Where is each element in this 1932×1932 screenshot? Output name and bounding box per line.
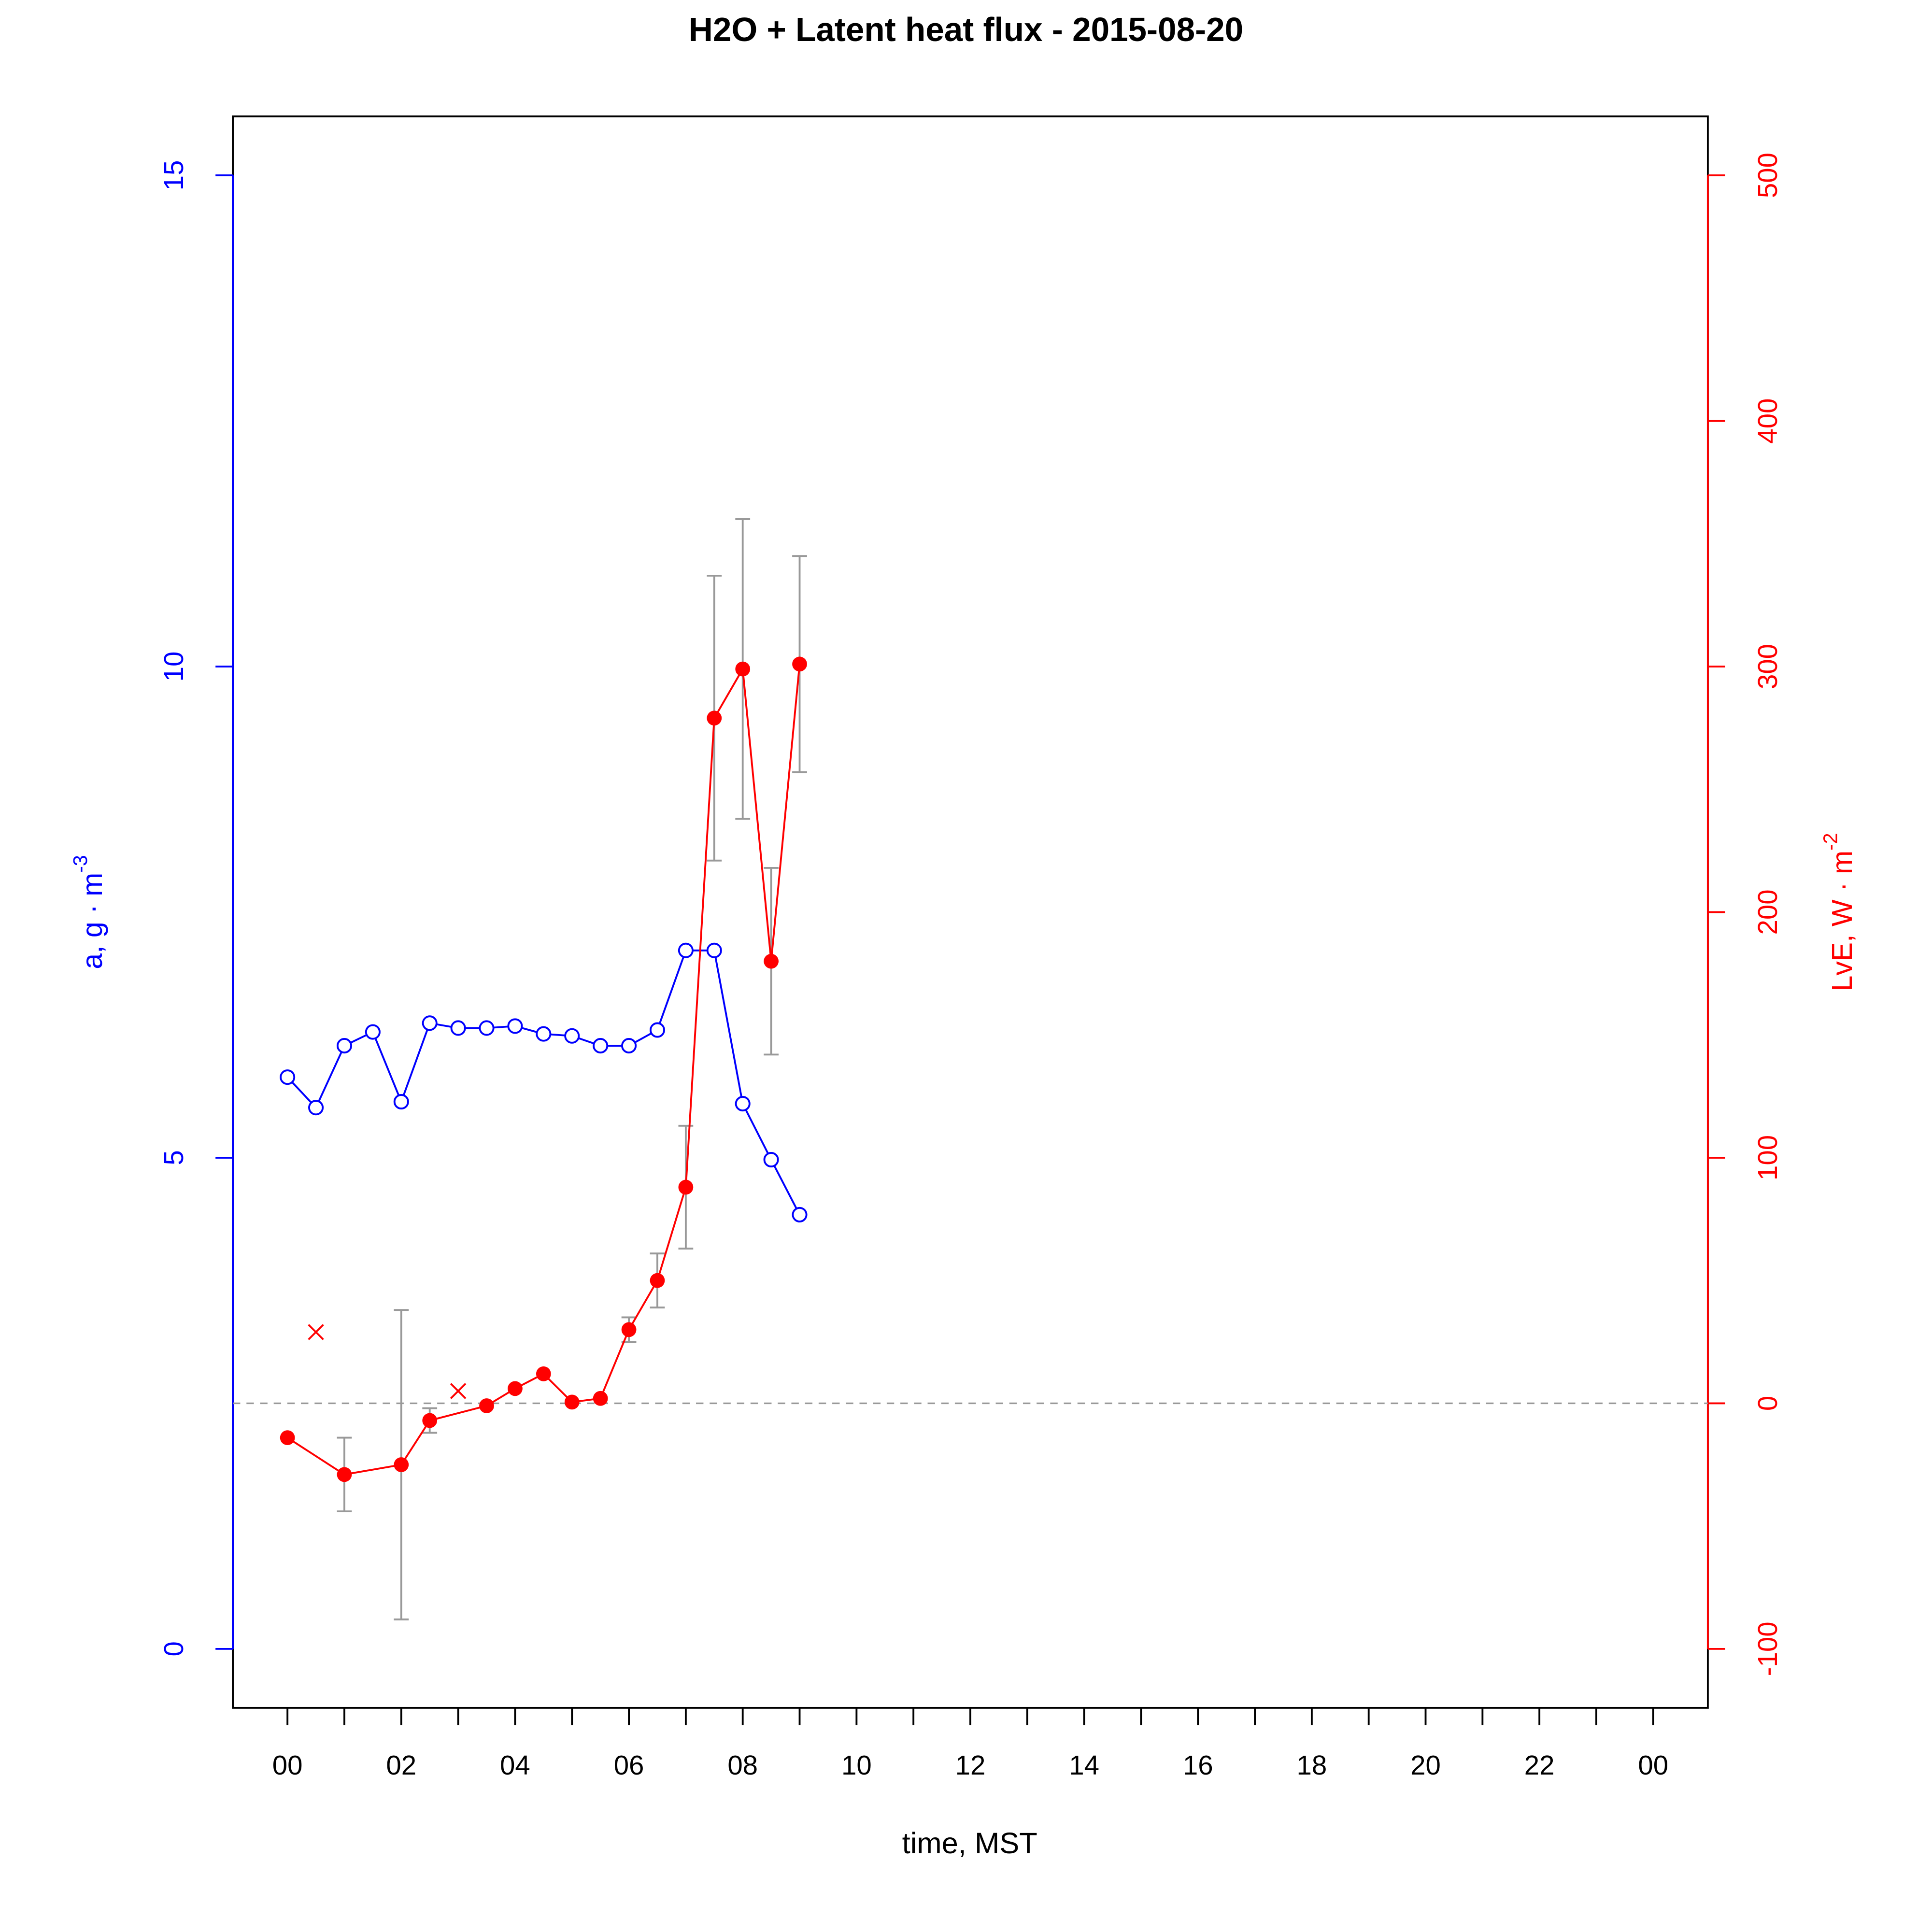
x-tick-label: 20 <box>1410 1750 1441 1780</box>
point-marker <box>564 1394 580 1410</box>
y2-axis-label-text: LvE, W · m <box>1827 851 1858 992</box>
point-marker <box>706 942 722 958</box>
point-marker <box>593 1038 609 1054</box>
point-marker <box>593 1391 608 1406</box>
x-axis-label: time, MST <box>902 1827 1037 1860</box>
x-tick-label: 16 <box>1183 1750 1213 1780</box>
y2-axis-label: LvE, W · m-2 <box>1819 833 1858 991</box>
series-line <box>286 949 801 1215</box>
point-marker <box>394 1457 409 1472</box>
series-line <box>287 664 801 1476</box>
y-tick-label: 15 <box>158 160 189 191</box>
point-marker <box>621 1038 637 1054</box>
chart-title: H2O + Latent heat flux - 2015-08-20 <box>689 11 1243 48</box>
point-marker <box>336 1038 353 1054</box>
x-tick-label: 00 <box>272 1750 303 1780</box>
y2-tick-label: -100 <box>1752 1621 1783 1676</box>
y-axis-label-sup: -3 <box>69 855 91 872</box>
point-marker <box>450 1020 466 1036</box>
point-marker <box>735 1096 751 1112</box>
point-marker <box>422 1015 438 1031</box>
x-tick-label: 02 <box>386 1750 416 1780</box>
point-marker <box>280 1430 295 1445</box>
point-marker <box>792 656 807 672</box>
y-axis-label-text: a, g · m <box>76 873 108 969</box>
y2-tick-label: 500 <box>1752 153 1783 198</box>
x-tick-label: 08 <box>727 1750 758 1780</box>
x-tick-label: 10 <box>841 1750 872 1780</box>
point-marker <box>649 1022 666 1038</box>
x-tick-label: 00 <box>1638 1750 1668 1780</box>
point-marker <box>393 1094 409 1110</box>
x-tick-label: 18 <box>1297 1750 1327 1780</box>
point-marker <box>422 1413 438 1428</box>
y-tick-label: 10 <box>158 652 189 682</box>
point-marker <box>763 1151 779 1168</box>
point-marker <box>564 1028 580 1044</box>
point-marker <box>792 1207 808 1222</box>
x-tick-label: 04 <box>500 1750 530 1780</box>
point-marker <box>707 710 722 726</box>
point-marker <box>508 1381 523 1396</box>
point-marker <box>678 1179 694 1195</box>
y2-tick-label: 0 <box>1752 1396 1783 1411</box>
y-axis-label: a, g · m-3 <box>69 855 108 969</box>
point-marker <box>650 1273 665 1288</box>
y-tick-label: 5 <box>158 1150 189 1165</box>
y2-tick-label: 300 <box>1752 644 1783 689</box>
point-marker <box>337 1467 352 1482</box>
plot-frame <box>232 115 1709 1709</box>
y2-tick-label: 400 <box>1752 398 1783 443</box>
point-marker <box>450 1383 467 1399</box>
point-marker <box>280 1069 296 1085</box>
point-marker <box>678 942 694 958</box>
x-tick-label: 12 <box>955 1750 986 1780</box>
point-marker <box>479 1398 494 1413</box>
point-marker <box>308 1324 324 1340</box>
x-tick-label: 22 <box>1524 1750 1555 1780</box>
y2-axis-label-sup: -2 <box>1819 833 1841 850</box>
point-marker <box>735 661 751 677</box>
x-tick-label: 06 <box>614 1750 644 1780</box>
point-marker <box>308 1100 324 1116</box>
point-marker <box>479 1020 495 1036</box>
x-tick-label: 14 <box>1069 1750 1099 1780</box>
point-marker <box>764 953 779 969</box>
point-marker <box>507 1018 523 1034</box>
point-marker <box>621 1322 637 1337</box>
y2-tick-label: 100 <box>1752 1135 1783 1180</box>
point-marker <box>365 1024 381 1040</box>
point-marker <box>536 1366 551 1381</box>
y-tick-label: 0 <box>158 1641 189 1656</box>
y2-tick-label: 200 <box>1752 889 1783 935</box>
point-marker <box>536 1026 552 1042</box>
